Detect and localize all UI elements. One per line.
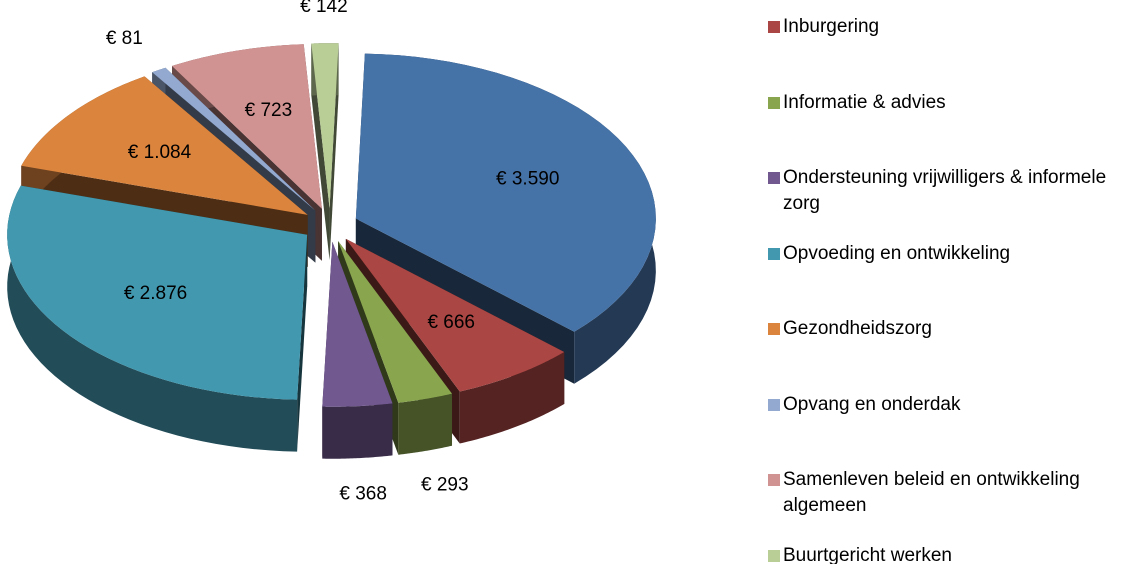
data-label: € 2.876 (124, 283, 187, 304)
legend-label: Opvang en onderdak (783, 393, 961, 415)
legend-item: Gezondheidszorg (768, 316, 1138, 342)
data-label: € 81 (106, 28, 143, 49)
pie-plot: € 3.590 € 666 € 293 € 368 € 2.876 € 1.084 € 81… (7, 0, 656, 504)
legend-item: Ondersteuning vrijwilligers & informele … (768, 165, 1138, 217)
slice-top (355, 53, 656, 332)
legend-label: Informatie & advies (783, 91, 946, 113)
legend-label: Gezondheidszorg (783, 318, 932, 339)
legend-label: Samenleven beleid en ontwikkeling algeme… (783, 469, 1080, 516)
legend-label: Inburgering (783, 16, 880, 37)
legend-item: Inburgering (768, 14, 1138, 40)
legend-item: Opvang en onderdak (768, 392, 1138, 418)
slice (311, 43, 339, 261)
slice (7, 185, 308, 452)
slice-top (172, 44, 322, 209)
slice (322, 241, 393, 459)
data-label: € 142 (300, 0, 348, 17)
legend-label: Buurtgericht werken (783, 544, 952, 564)
legend-swatch (768, 247, 780, 260)
slice-side (329, 43, 339, 261)
slice-top (7, 185, 308, 400)
legend-swatch (768, 21, 780, 33)
slice-edge (398, 393, 453, 455)
data-label: € 1.084 (128, 142, 192, 163)
slice-top (311, 43, 339, 209)
slice-top (338, 241, 453, 403)
legend-swatch (768, 549, 780, 562)
legend-item: Buurtgericht werken (768, 543, 1138, 564)
legend-item: Informatie & advies (768, 90, 1138, 116)
slice-top (152, 67, 316, 211)
legend-swatch (768, 172, 780, 184)
data-label: € 3.590 (496, 168, 559, 189)
data-label: € 368 (339, 483, 387, 504)
slice-side (297, 234, 308, 452)
legend-swatch (768, 96, 780, 109)
slice-top (322, 241, 393, 407)
legend-label: Ondersteuning vrijwilligers & informele … (783, 167, 1107, 214)
slice-top (345, 238, 565, 392)
legend-label: Opvoeding en ontwikkeling (783, 242, 1011, 264)
legend-item: Samenleven beleid en ontwikkeling algeme… (768, 467, 1138, 519)
slice-top (21, 76, 308, 215)
data-label: € 293 (421, 475, 469, 496)
data-label: € 666 (427, 312, 475, 333)
slice-edge (7, 185, 298, 452)
legend-swatch (768, 474, 780, 486)
slice-edge (459, 351, 565, 444)
slice-side (311, 43, 330, 261)
legend-swatch (768, 398, 780, 411)
data-label: € 723 (245, 100, 293, 121)
slice-edge (322, 403, 393, 459)
legend-swatch (768, 323, 780, 335)
legend-item: Opvoeding en ontwikkeling (768, 241, 1138, 267)
